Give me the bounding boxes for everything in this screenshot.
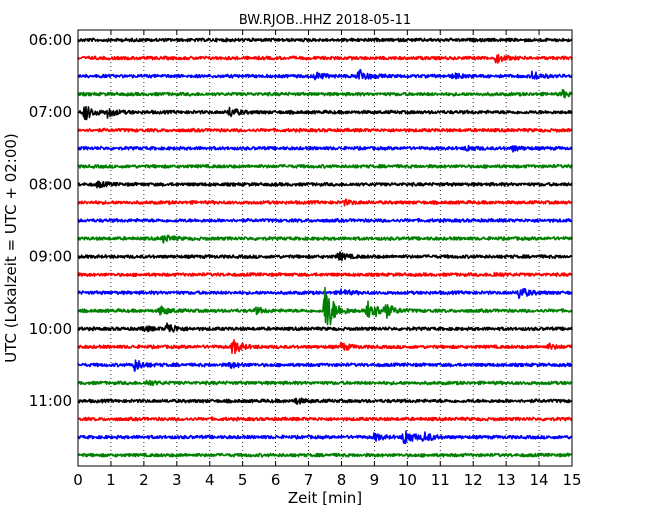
x-tick-label: 3	[172, 471, 182, 489]
trace-line	[77, 198, 573, 207]
trace-line	[77, 416, 573, 422]
chart-title: BW.RJOB..HHZ 2018-05-11	[239, 13, 411, 28]
x-axis-label: Zeit [min]	[288, 489, 362, 507]
trace-line	[77, 379, 573, 387]
x-tick-label: 1	[106, 471, 116, 489]
x-tick-label: 14	[530, 471, 549, 489]
x-tick-label: 12	[464, 471, 483, 489]
x-tick-label: 8	[337, 471, 347, 489]
y-tick-label: 10:00	[29, 320, 72, 338]
trace-line	[77, 286, 573, 326]
trace-line	[77, 430, 573, 445]
x-tick-label: 6	[271, 471, 281, 489]
x-tick-label: 0	[73, 471, 83, 489]
x-tick-label: 10	[398, 471, 417, 489]
y-axis: 06:00 07:00 08:00 09:00 10:00 11:00	[29, 31, 572, 410]
trace-line	[77, 234, 573, 244]
y-axis-label: UTC (Lokalzeit = UTC + 02:00)	[2, 133, 20, 363]
trace-line	[77, 452, 573, 458]
trace-line	[77, 89, 573, 99]
trace-line	[77, 359, 573, 372]
y-tick-label: 09:00	[29, 248, 72, 266]
trace-line	[77, 271, 573, 278]
trace-line	[77, 69, 573, 81]
x-axis: 0 1 2 3 4 5 6 7 8 9 10 11 12 13 14 15	[73, 30, 582, 489]
trace-line	[77, 217, 573, 224]
trace-line	[77, 339, 573, 355]
y-tick-label: 08:00	[29, 175, 72, 193]
trace-group	[77, 37, 573, 458]
trace-line	[77, 144, 573, 153]
trace-line	[77, 127, 573, 133]
x-tick-label: 15	[562, 471, 581, 489]
trace-line	[77, 322, 573, 333]
x-tick-label: 13	[497, 471, 516, 489]
x-tick-label: 9	[370, 471, 380, 489]
grid-lines	[110, 30, 540, 466]
x-tick-label: 5	[238, 471, 248, 489]
trace-line	[77, 180, 573, 189]
trace-line	[77, 251, 573, 262]
y-tick-label: 06:00	[29, 31, 72, 49]
y-tick-label: 11:00	[29, 392, 72, 410]
x-tick-label: 7	[304, 471, 314, 489]
y-tick-label: 07:00	[29, 103, 72, 121]
trace-line	[77, 105, 573, 121]
trace-line	[77, 53, 573, 64]
trace-line	[77, 37, 573, 43]
trace-line	[77, 163, 573, 169]
x-tick-label: 4	[205, 471, 215, 489]
plot-frame	[77, 29, 573, 467]
x-tick-label: 2	[139, 471, 149, 489]
trace-line	[77, 397, 573, 405]
x-tick-label: 11	[431, 471, 450, 489]
